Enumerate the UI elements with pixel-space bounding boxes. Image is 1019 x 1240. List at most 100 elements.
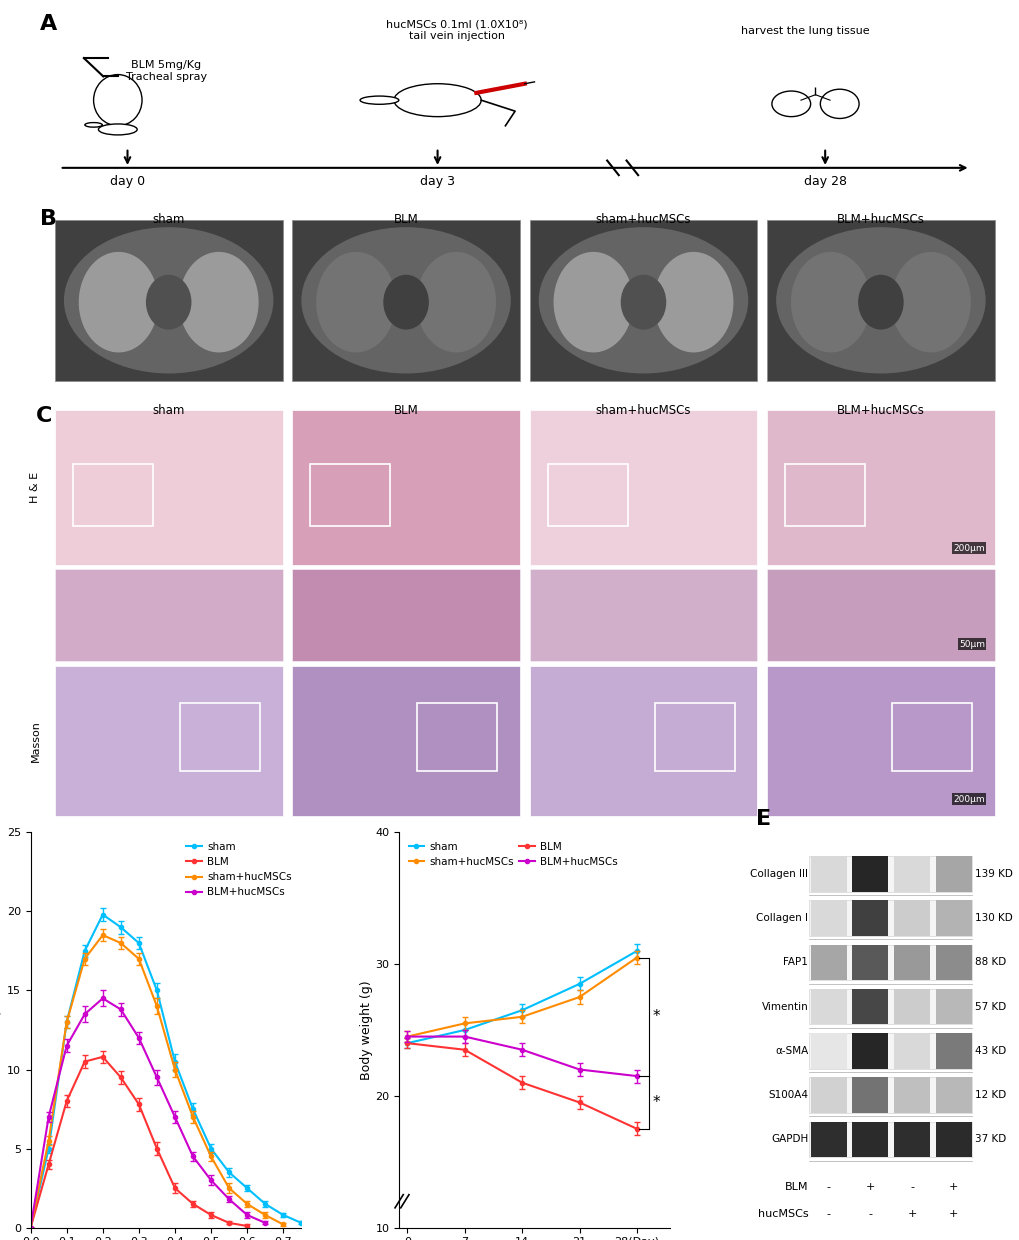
Ellipse shape (891, 252, 970, 352)
Bar (292, 666, 520, 816)
Ellipse shape (78, 252, 158, 352)
Bar (810, 1033, 846, 1069)
Text: GAPDH: GAPDH (770, 1135, 807, 1145)
Ellipse shape (553, 252, 633, 352)
Bar (810, 988, 846, 1024)
Bar (55, 569, 282, 661)
Text: Collagen III: Collagen III (750, 869, 807, 879)
Text: day 3: day 3 (420, 175, 454, 188)
Text: sham: sham (153, 404, 184, 417)
Ellipse shape (301, 227, 511, 373)
Text: -: - (825, 1209, 829, 1219)
Text: sham: sham (153, 212, 184, 226)
Legend: sham, BLM, sham+hucMSCs, BLM+hucMSCs: sham, BLM, sham+hucMSCs, BLM+hucMSCs (182, 837, 296, 901)
Bar (766, 219, 994, 381)
Bar (894, 1078, 929, 1114)
Bar (852, 1033, 888, 1069)
Bar (292, 219, 520, 381)
Text: -: - (909, 1182, 913, 1192)
Bar (852, 900, 888, 936)
Bar (180, 703, 260, 771)
Ellipse shape (383, 275, 428, 330)
Bar (529, 666, 756, 816)
Bar (292, 569, 520, 661)
Bar (934, 1122, 971, 1157)
Text: Collagen I: Collagen I (755, 913, 807, 923)
Bar (934, 1033, 971, 1069)
Bar (810, 900, 846, 936)
Text: 37 KD: 37 KD (974, 1135, 1006, 1145)
Bar (852, 988, 888, 1024)
Bar (417, 703, 496, 771)
Text: day 28: day 28 (803, 175, 846, 188)
Bar (810, 945, 846, 980)
Text: +: + (948, 1209, 958, 1219)
Text: 57 KD: 57 KD (974, 1002, 1006, 1012)
Ellipse shape (360, 95, 398, 104)
Bar (852, 1078, 888, 1114)
Bar (809, 1078, 971, 1114)
Bar (766, 569, 994, 661)
Bar (852, 1122, 888, 1157)
Ellipse shape (94, 74, 142, 125)
Ellipse shape (621, 275, 665, 330)
Bar (810, 856, 846, 892)
Bar (934, 945, 971, 980)
Text: Vimentin: Vimentin (761, 1002, 807, 1012)
Text: day 0: day 0 (110, 175, 145, 188)
Bar (766, 666, 994, 816)
Bar (894, 945, 929, 980)
Bar (292, 569, 520, 661)
Text: 12 KD: 12 KD (974, 1090, 1006, 1100)
Ellipse shape (775, 227, 984, 373)
Y-axis label: Flow(mL/s): Flow(mL/s) (0, 996, 1, 1064)
Ellipse shape (393, 84, 481, 117)
Text: hucMSCs: hucMSCs (757, 1209, 807, 1219)
Text: +: + (865, 1182, 874, 1192)
Bar (934, 1078, 971, 1114)
Text: +: + (907, 1209, 916, 1219)
Bar (766, 569, 994, 661)
Bar (55, 219, 282, 381)
Text: A: A (41, 14, 57, 35)
Ellipse shape (819, 89, 858, 119)
Ellipse shape (316, 252, 395, 352)
Text: 200μm: 200μm (953, 795, 984, 804)
Bar (894, 988, 929, 1024)
Bar (892, 703, 971, 771)
Ellipse shape (857, 275, 903, 330)
Bar (934, 856, 971, 892)
Text: 50μm: 50μm (958, 640, 984, 649)
Text: BLM+hucMSCs: BLM+hucMSCs (837, 404, 924, 417)
Bar (292, 410, 520, 565)
Bar (785, 464, 864, 526)
Bar (810, 1122, 846, 1157)
Text: Masson: Masson (31, 720, 41, 761)
Text: FAP1: FAP1 (783, 957, 807, 967)
Bar (809, 1033, 971, 1069)
Bar (766, 410, 994, 565)
Text: 88 KD: 88 KD (974, 957, 1006, 967)
Y-axis label: Body weight (g): Body weight (g) (359, 980, 372, 1080)
Text: α-SMA: α-SMA (774, 1045, 807, 1056)
Text: BLM: BLM (393, 404, 418, 417)
Bar (810, 1078, 846, 1114)
Text: BLM: BLM (784, 1182, 807, 1192)
Text: +: + (948, 1182, 958, 1192)
Text: sham+hucMSCs: sham+hucMSCs (595, 404, 691, 417)
Text: sham+hucMSCs: sham+hucMSCs (595, 212, 691, 226)
Bar (852, 856, 888, 892)
Text: S100A4: S100A4 (767, 1090, 807, 1100)
Bar (809, 988, 971, 1024)
Text: 139 KD: 139 KD (974, 869, 1012, 879)
Text: -: - (825, 1182, 829, 1192)
Text: 43 KD: 43 KD (974, 1045, 1006, 1056)
Ellipse shape (771, 91, 810, 117)
Bar (529, 569, 756, 661)
Ellipse shape (653, 252, 733, 352)
Text: 130 KD: 130 KD (974, 913, 1012, 923)
Bar (809, 945, 971, 980)
Text: BLM 5mg/Kg
Tracheal spray: BLM 5mg/Kg Tracheal spray (125, 60, 207, 82)
Ellipse shape (146, 275, 192, 330)
Bar (809, 900, 971, 936)
